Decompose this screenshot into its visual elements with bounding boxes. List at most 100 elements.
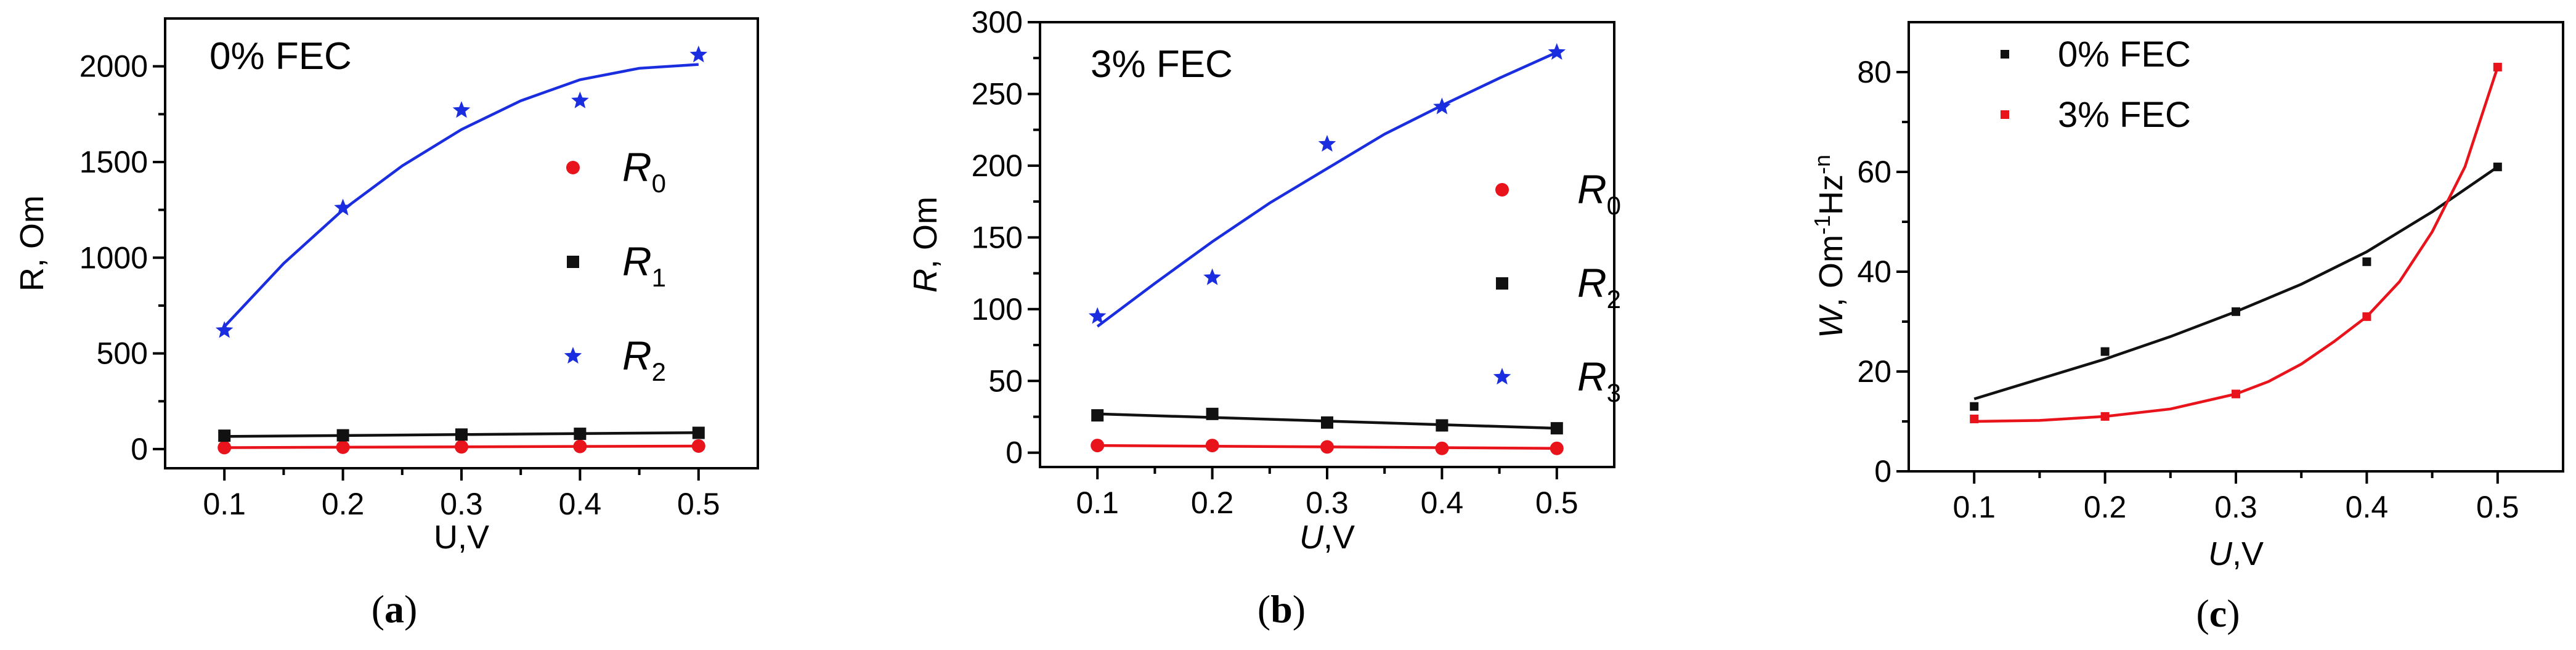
legend-marker [564, 347, 582, 364]
x-tick-label: 0.3 [1306, 485, 1349, 520]
data-point-R2 [1436, 419, 1448, 432]
panel-caption: (c) [2196, 591, 2240, 635]
data-point-R2 [1091, 409, 1104, 422]
data-point-R0 [1320, 440, 1334, 454]
data-point-R0 [217, 441, 232, 455]
data-point-R3 [1203, 268, 1221, 285]
x-tick-label: 0.4 [1421, 485, 1464, 520]
x-tick-label: 0.1 [203, 487, 246, 521]
x-tick-label: 0.2 [2084, 490, 2127, 524]
x-tick-label: 0.5 [1535, 485, 1579, 520]
data-point-0-FEC [2232, 307, 2240, 316]
y-tick-label: 60 [1857, 155, 1891, 189]
data-point-R1 [455, 428, 468, 441]
data-point-R2 [334, 198, 352, 216]
legend-marker [1493, 368, 1511, 385]
y-tick-label: 0 [131, 432, 148, 466]
x-tick-label: 0.3 [440, 487, 483, 521]
data-point-3-FEC [2362, 312, 2371, 321]
data-point-0-FEC [2100, 347, 2110, 356]
x-axis-label: U,V [434, 519, 489, 556]
legend-marker [567, 256, 579, 268]
legend-label: R0 [622, 144, 666, 198]
data-point-R2 [689, 46, 708, 63]
x-tick-label: 0.2 [1191, 485, 1234, 520]
legend-marker [566, 161, 580, 174]
data-point-R0 [691, 439, 705, 453]
fit-line-R2 [223, 63, 699, 328]
data-point-3-FEC [1970, 414, 1979, 423]
data-point-R1 [218, 429, 231, 442]
legend-label: R0 [1577, 166, 1621, 220]
data-point-R2 [215, 321, 234, 338]
panel-caption: (a) [372, 587, 418, 631]
data-point-R2 [452, 101, 471, 118]
y-axis-label: R, Om [907, 197, 944, 293]
x-tick-label: 0.5 [2476, 490, 2519, 524]
panel-b: 0.1 0.2 0.3 0.4 0.5 0 50 100 150 200 250 300 U,V R, O… [907, 5, 1621, 631]
fit-line-0-FEC [1973, 166, 2499, 400]
y-tick-label: 20 [1857, 354, 1891, 389]
plot-frame [164, 17, 759, 469]
data-point-3-FEC [2232, 389, 2240, 399]
data-point-0-FEC [1970, 402, 1979, 411]
chart-title: 3% FEC [1091, 43, 1233, 86]
legend-label: R1 [622, 238, 666, 292]
y-tick-label: 300 [972, 5, 1023, 39]
data-point-R2 [1206, 407, 1219, 420]
x-tick-label: 0.4 [2346, 490, 2389, 524]
y-tick-label: 0 [1006, 436, 1023, 470]
y-axis-label: R, Om [14, 195, 51, 291]
data-point-R0 [573, 439, 587, 453]
data-point-R0 [1091, 439, 1105, 453]
data-point-R0 [1205, 439, 1219, 453]
data-point-R1 [692, 426, 705, 439]
plot-frame [1039, 21, 1615, 468]
y-tick-label: 2000 [79, 49, 148, 84]
data-point-R3 [1548, 43, 1566, 60]
panel-a: 0.1 0.2 0.3 0.4 0.5 0 500 1000 1500 2000 U,V R, Om 0… [14, 17, 759, 631]
y-tick-label: 200 [972, 148, 1023, 183]
x-tick-label: 0.2 [322, 487, 365, 521]
y-tick-label: 150 [972, 220, 1023, 254]
x-axis-label: U,V [2208, 535, 2264, 572]
data-point-R2 [571, 91, 589, 108]
y-tick-label: 1000 [79, 240, 148, 275]
y-tick-label: 250 [972, 76, 1023, 111]
y-tick-label: 100 [972, 292, 1023, 327]
data-point-R3 [1088, 307, 1107, 324]
x-tick-label: 0.5 [677, 487, 720, 521]
legend-label: R2 [1577, 260, 1621, 314]
data-point-R1 [574, 428, 587, 441]
data-point-R2 [1321, 416, 1333, 429]
y-tick-label: 1500 [79, 145, 148, 179]
data-point-3-FEC [2100, 412, 2110, 421]
plot-frame [1908, 21, 2564, 473]
legend-marker [1495, 183, 1509, 197]
fit-line-3-FEC [1974, 67, 2499, 423]
legend-label: 0% FEC [2058, 35, 2191, 75]
data-point-0-FEC [2493, 162, 2502, 171]
x-tick-label: 0.1 [1952, 490, 1996, 524]
y-axis-label: W, Om-1Hz-n [1810, 155, 1850, 338]
legend-label: R3 [1577, 354, 1621, 407]
x-axis-label: U,V [1299, 519, 1355, 556]
panel-caption: (b) [1258, 587, 1306, 631]
data-point-R0 [1550, 441, 1564, 455]
y-tick-label: 80 [1857, 55, 1891, 89]
data-point-R3 [1318, 135, 1336, 152]
legend-marker [2001, 110, 2009, 119]
data-point-R3 [1433, 97, 1451, 115]
chart-title: 0% FEC [209, 35, 352, 78]
y-tick-label: 40 [1857, 254, 1891, 289]
panel-c: 0.1 0.2 0.3 0.4 0.5 0 20 40 60 80 U,V W, Om-1Hz-n 0%… [1810, 21, 2564, 635]
legend-label: 3% FEC [2058, 95, 2191, 135]
x-tick-label: 0.3 [2214, 490, 2257, 524]
y-tick-label: 0 [1874, 454, 1891, 489]
data-point-0-FEC [2362, 257, 2371, 266]
fit-line-R3 [1096, 51, 1558, 328]
data-point-R0 [455, 440, 468, 454]
x-tick-label: 0.4 [559, 487, 602, 521]
data-point-R0 [336, 440, 350, 454]
